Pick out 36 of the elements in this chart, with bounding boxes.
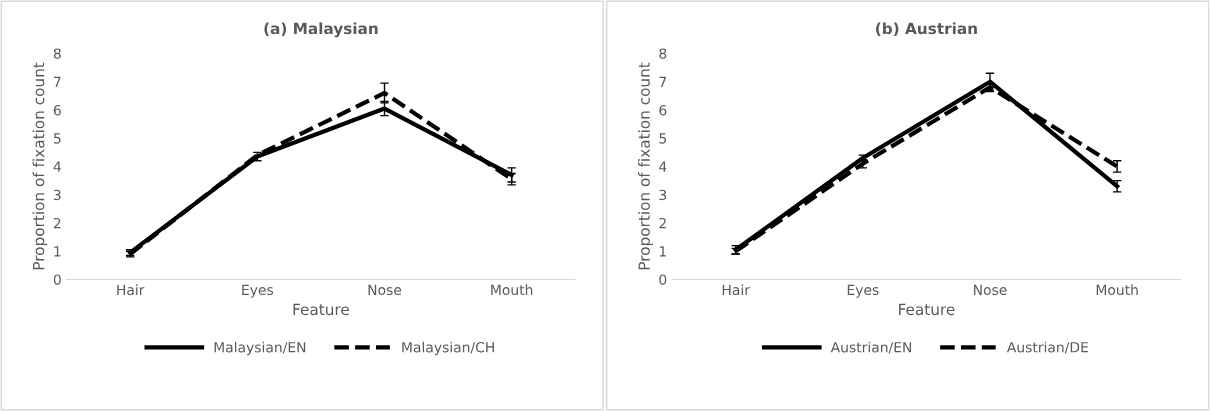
y-tick-label: 5 bbox=[53, 133, 61, 144]
y-tick-label: 2 bbox=[53, 217, 61, 229]
y-tick-label: 3 bbox=[659, 189, 667, 201]
y-tick-label: 4 bbox=[659, 161, 667, 172]
x-tick-label: Hair bbox=[722, 284, 750, 296]
x-tick-label: Hair bbox=[117, 284, 145, 296]
y-tick-label: 6 bbox=[53, 104, 61, 116]
chart-title: (a) Malaysian bbox=[264, 22, 378, 38]
x-axis-title: Feature bbox=[293, 303, 349, 316]
y-tick-label: 8 bbox=[53, 48, 61, 59]
y-tick-label: 5 bbox=[659, 133, 667, 144]
x-axis-title: Feature bbox=[899, 303, 955, 316]
y-tick-label: 3 bbox=[53, 189, 61, 201]
legend-label: Austrian/EN bbox=[830, 341, 912, 354]
y-tick-label: 1 bbox=[54, 246, 61, 257]
y-tick-label: 7 bbox=[54, 76, 61, 87]
y-axis-title: Proportion of fixation count bbox=[32, 62, 48, 270]
legend-label: Malaysian/EN bbox=[214, 341, 306, 356]
chart-title: (b) Austrian bbox=[876, 22, 977, 36]
y-tick-label: 0 bbox=[53, 274, 61, 285]
y-tick-label: 1 bbox=[659, 246, 666, 257]
y-tick-label: 4 bbox=[53, 161, 61, 172]
y-tick-label: 7 bbox=[659, 76, 667, 87]
x-tick-label: Nose bbox=[368, 284, 402, 296]
y-axis-title: Proportion of fixation count bbox=[638, 62, 653, 270]
y-tick-label: 8 bbox=[659, 48, 667, 59]
x-tick-label: Eyes bbox=[242, 284, 274, 298]
x-tick-label: Eyes bbox=[847, 284, 879, 298]
y-tick-label: 0 bbox=[659, 274, 667, 285]
x-tick-label: Nose bbox=[974, 284, 1007, 296]
legend-label: Malaysian/CH bbox=[402, 341, 494, 356]
y-tick-label: 6 bbox=[659, 104, 667, 116]
x-tick-label: Mouth bbox=[1096, 284, 1138, 296]
y-tick-label: 2 bbox=[659, 217, 666, 229]
legend-label: Austrian/DE bbox=[1006, 341, 1088, 354]
x-tick-label: Mouth bbox=[491, 284, 533, 296]
